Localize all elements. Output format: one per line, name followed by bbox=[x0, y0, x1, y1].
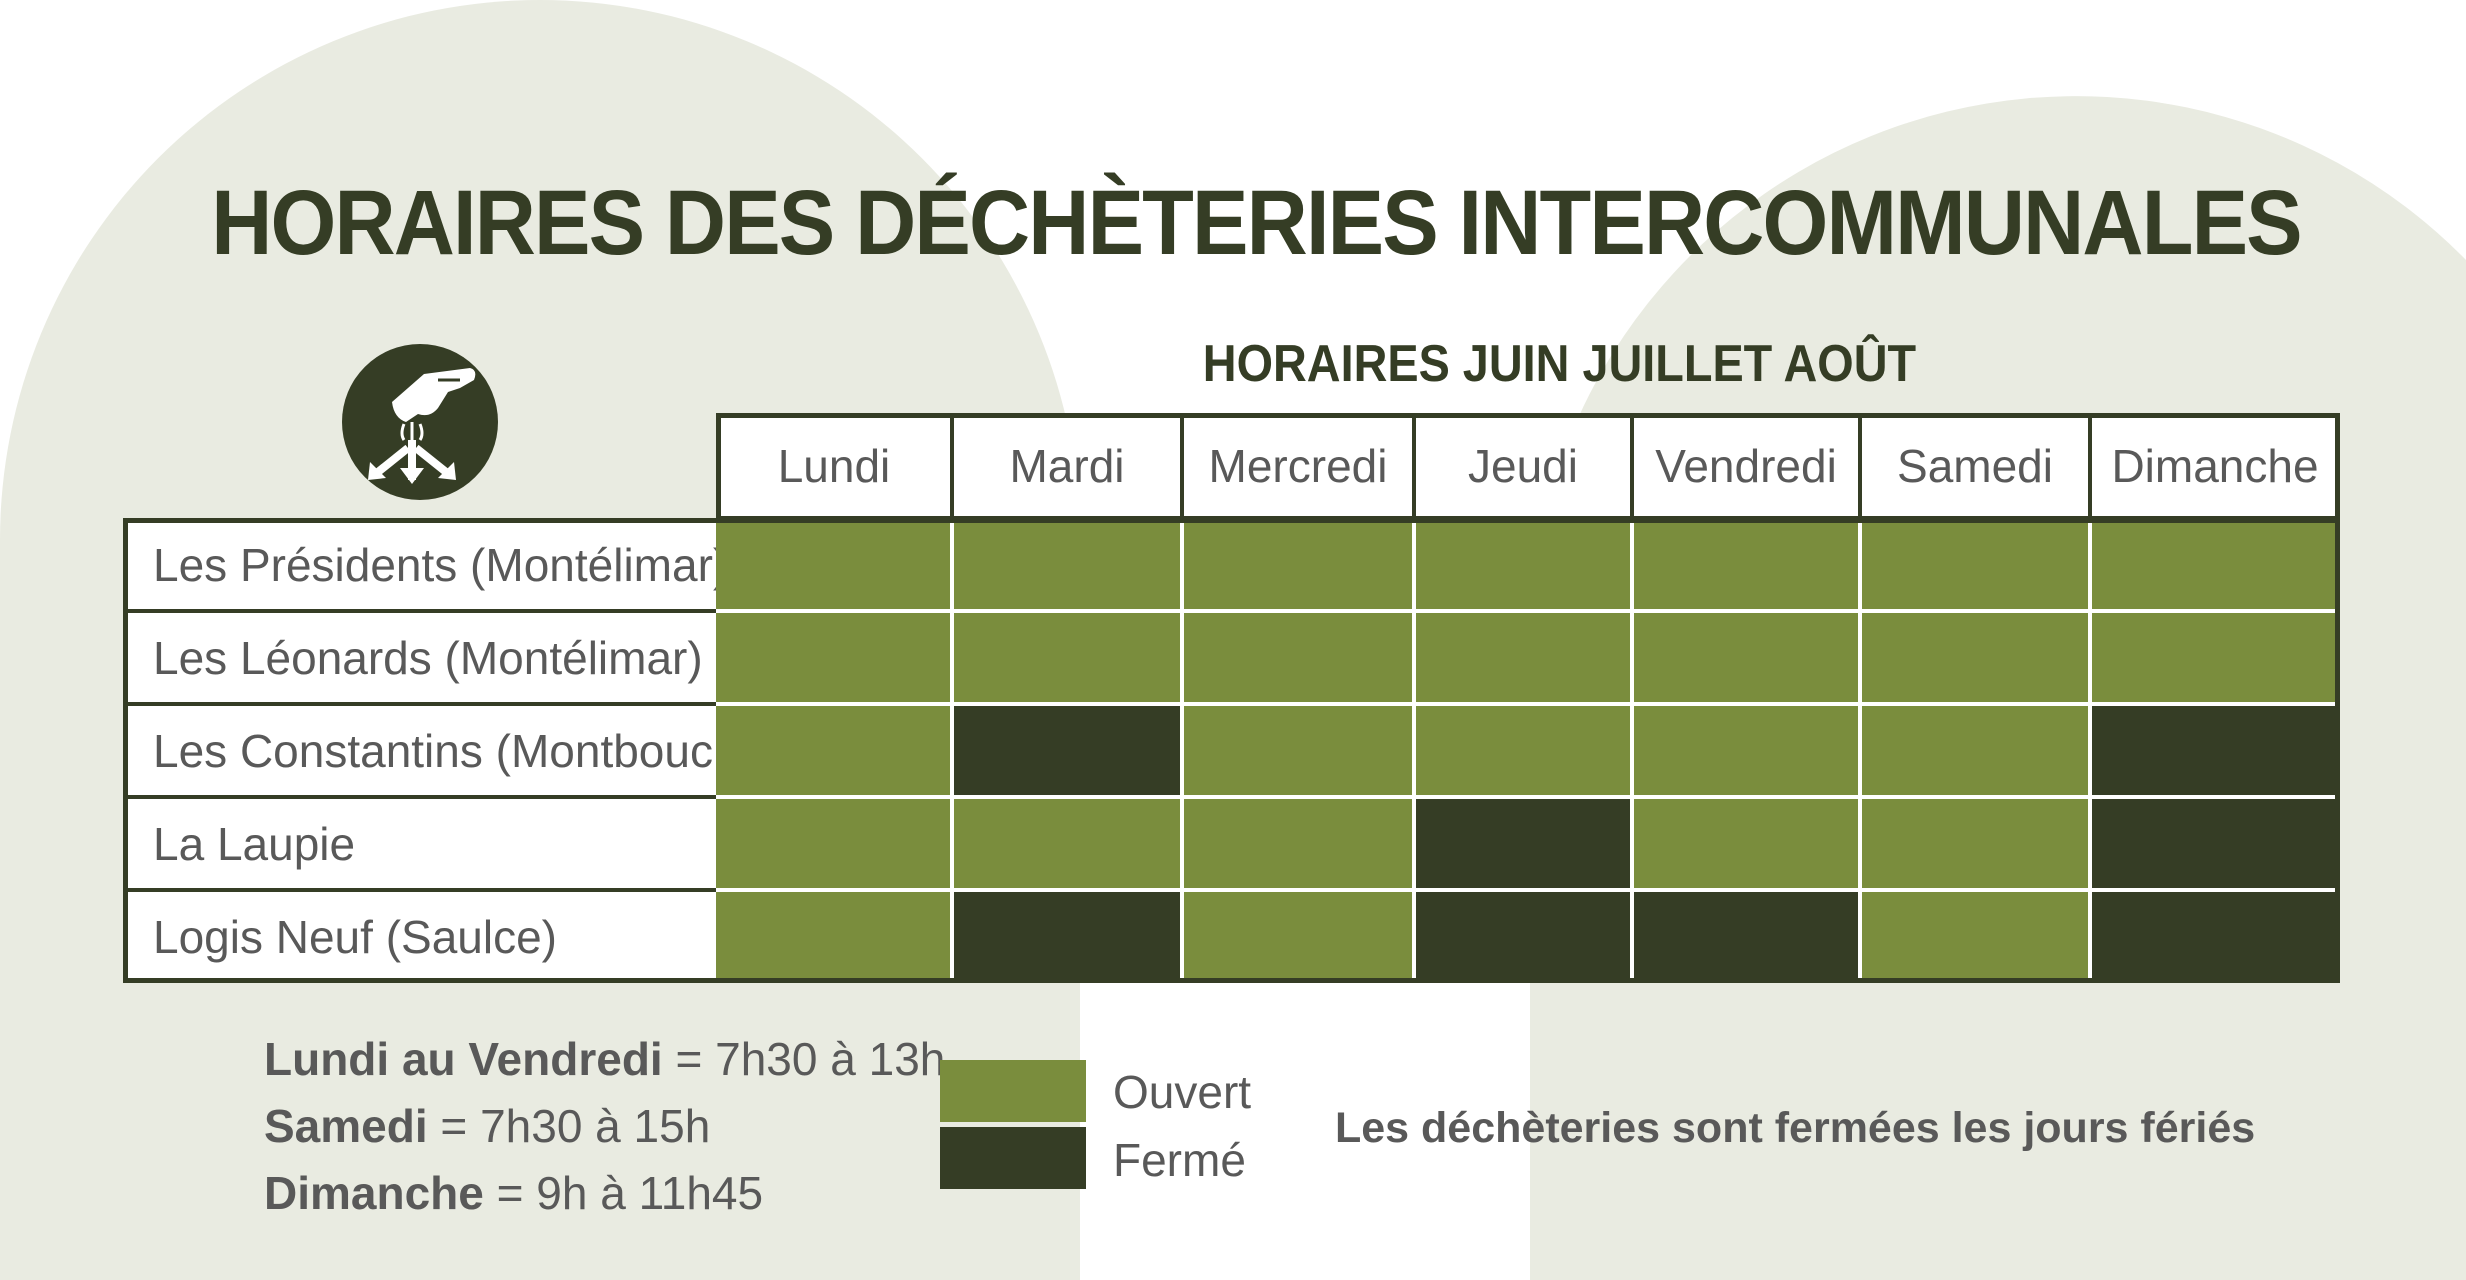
status-cell-open bbox=[1414, 518, 1632, 611]
label-separator bbox=[123, 609, 716, 613]
day-header-3: Jeudi bbox=[1414, 413, 1632, 518]
page-title: HORAIRES DES DÉCHÈTERIES INTERCOMMUNALES bbox=[211, 172, 2302, 274]
header-separator bbox=[1858, 413, 1862, 518]
grid-separator-vertical bbox=[1412, 518, 1416, 983]
status-cell-open bbox=[1860, 890, 2090, 983]
status-cell-closed bbox=[952, 890, 1182, 983]
grid-separator-vertical bbox=[2088, 518, 2092, 983]
status-cell-open bbox=[1632, 518, 1860, 611]
grid-separator-vertical bbox=[1630, 518, 1634, 983]
table-subtitle: HORAIRES JUIN JUILLET AOÛT bbox=[1202, 335, 1917, 393]
legend-open-label: Ouvert bbox=[1113, 1066, 1252, 1118]
site-name: Les Léonards (Montélimar) bbox=[123, 611, 716, 704]
status-cell-open bbox=[1182, 890, 1414, 983]
status-cell-open bbox=[716, 611, 952, 704]
status-cell-closed bbox=[1414, 890, 1632, 983]
day-header-2: Mercredi bbox=[1182, 413, 1414, 518]
status-cell-closed bbox=[952, 704, 1182, 797]
status-cell-open bbox=[952, 611, 1182, 704]
status-cell-open bbox=[1182, 518, 1414, 611]
day-header-0: Lundi bbox=[716, 413, 952, 518]
site-name: Logis Neuf (Saulce) bbox=[123, 890, 716, 983]
legend-open-swatch bbox=[940, 1060, 1086, 1122]
grid-separator-horizontal bbox=[716, 609, 2340, 613]
hours-sunday: Dimanche = 9h à 11h45 bbox=[264, 1167, 764, 1219]
day-header-6: Dimanche bbox=[2090, 413, 2340, 518]
header-separator bbox=[1180, 413, 1184, 518]
status-cell-open bbox=[952, 797, 1182, 890]
status-cell-open bbox=[716, 704, 952, 797]
label-separator bbox=[123, 702, 716, 706]
legend-closed-swatch bbox=[940, 1127, 1086, 1189]
label-separator bbox=[123, 795, 716, 799]
status-cell-open bbox=[1182, 704, 1414, 797]
site-name: Les Présidents (Montélimar) bbox=[123, 518, 716, 611]
status-cell-open bbox=[1860, 797, 2090, 890]
status-cell-open bbox=[1860, 518, 2090, 611]
header-separator bbox=[2088, 413, 2092, 518]
grid-separator-horizontal bbox=[716, 888, 2340, 892]
status-cell-open bbox=[716, 797, 952, 890]
hours-saturday: Samedi = 7h30 à 15h bbox=[264, 1100, 711, 1152]
status-cell-closed bbox=[2090, 890, 2340, 983]
header-separator bbox=[950, 413, 954, 518]
header-separator bbox=[1630, 413, 1634, 518]
day-header-1: Mardi bbox=[952, 413, 1182, 518]
grid-separator-vertical bbox=[950, 518, 954, 983]
day-header-4: Vendredi bbox=[1632, 413, 1860, 518]
grid-separator-vertical bbox=[1180, 518, 1184, 983]
status-cell-closed bbox=[2090, 704, 2340, 797]
status-cell-open bbox=[2090, 611, 2340, 704]
status-cell-open bbox=[1632, 797, 1860, 890]
status-cell-open bbox=[716, 890, 952, 983]
day-header-5: Samedi bbox=[1860, 413, 2090, 518]
status-cell-open bbox=[1632, 611, 1860, 704]
status-cell-closed bbox=[1414, 797, 1632, 890]
status-cell-open bbox=[1414, 611, 1632, 704]
status-cell-open bbox=[1414, 704, 1632, 797]
site-name: La Laupie bbox=[123, 797, 716, 890]
grid-separator-horizontal bbox=[716, 795, 2340, 799]
status-cell-open bbox=[1182, 797, 1414, 890]
hours-weekdays: Lundi au Vendredi = 7h30 à 13h bbox=[264, 1033, 946, 1085]
header-separator bbox=[1412, 413, 1416, 518]
status-cell-closed bbox=[2090, 797, 2340, 890]
status-cell-open bbox=[2090, 518, 2340, 611]
status-cell-open bbox=[1860, 611, 2090, 704]
opening-hours: Lundi au Vendredi = 7h30 à 13h Samedi = … bbox=[264, 1026, 945, 1227]
status-cell-open bbox=[1860, 704, 2090, 797]
status-cell-open bbox=[1182, 611, 1414, 704]
status-cell-closed bbox=[1632, 890, 1860, 983]
holiday-note: Les déchèteries sont fermées les jours f… bbox=[1335, 1104, 2256, 1152]
label-separator bbox=[123, 888, 716, 892]
grid-separator-horizontal bbox=[716, 702, 2340, 706]
status-cell-open bbox=[952, 518, 1182, 611]
status-cell-open bbox=[1632, 704, 1860, 797]
site-name: Les Constantins (Montboucher) bbox=[123, 704, 716, 797]
legend-closed-label: Fermé bbox=[1113, 1134, 1246, 1186]
recycling-hand-icon bbox=[342, 344, 498, 500]
grid-separator-vertical bbox=[1858, 518, 1862, 983]
status-cell-open bbox=[716, 518, 952, 611]
